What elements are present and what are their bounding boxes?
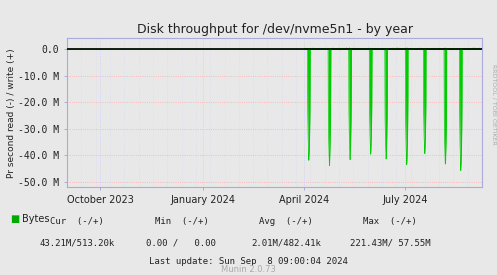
Text: 43.21M/513.20k: 43.21M/513.20k <box>39 239 115 248</box>
Text: Cur  (-/+): Cur (-/+) <box>50 217 104 226</box>
Text: ■: ■ <box>10 214 19 224</box>
Title: Disk throughput for /dev/nvme5n1 - by year: Disk throughput for /dev/nvme5n1 - by ye… <box>137 23 413 36</box>
Text: 221.43M/ 57.55M: 221.43M/ 57.55M <box>350 239 430 248</box>
Text: Min  (-/+): Min (-/+) <box>155 217 208 226</box>
Text: Bytes: Bytes <box>22 214 50 224</box>
Text: RRDTOOL / TOBI OETIKER: RRDTOOL / TOBI OETIKER <box>491 64 496 145</box>
Text: Last update: Sun Sep  8 09:00:04 2024: Last update: Sun Sep 8 09:00:04 2024 <box>149 257 348 266</box>
Text: Avg  (-/+): Avg (-/+) <box>259 217 313 226</box>
Y-axis label: Pr second read (-) / write (+): Pr second read (-) / write (+) <box>6 48 15 178</box>
Text: Munin 2.0.73: Munin 2.0.73 <box>221 265 276 274</box>
Text: 2.01M/482.41k: 2.01M/482.41k <box>251 239 321 248</box>
Text: 0.00 /   0.00: 0.00 / 0.00 <box>147 239 216 248</box>
Text: Max  (-/+): Max (-/+) <box>363 217 417 226</box>
